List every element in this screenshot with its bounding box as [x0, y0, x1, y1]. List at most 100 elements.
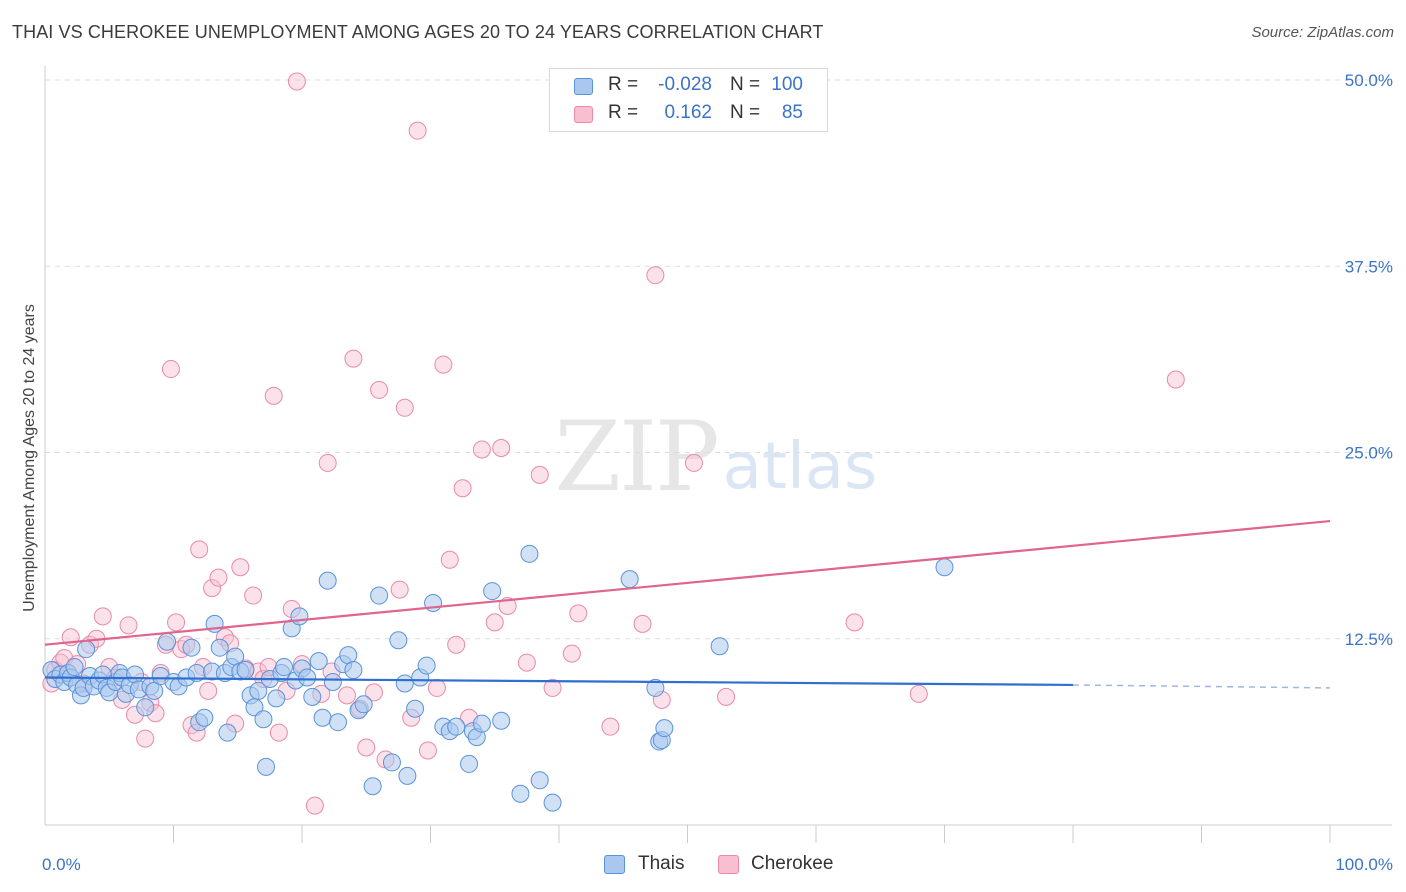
- thais-point: [511, 784, 530, 803]
- thais-point: [530, 771, 549, 790]
- x-tick-labels: 0.0% 100.0%: [42, 855, 1393, 874]
- cherokee-point: [408, 121, 427, 140]
- thais-point: [472, 714, 491, 733]
- cherokee-point: [845, 613, 864, 632]
- r-value: -0.028: [658, 74, 712, 95]
- thais-point: [363, 777, 382, 796]
- legend-row-thais: R = -0.028 N = 100: [550, 72, 827, 102]
- r-label: R =: [608, 102, 639, 123]
- cherokee-point: [136, 729, 155, 748]
- thais-point: [520, 544, 539, 563]
- cherokee-point: [517, 653, 536, 672]
- thais-point: [370, 586, 389, 605]
- thais-point: [406, 699, 425, 718]
- gridlines: [45, 79, 1392, 640]
- cherokee-point: [485, 613, 504, 632]
- thais-point: [65, 658, 84, 677]
- y-tick-label: 25.0%: [1345, 444, 1393, 463]
- thais-point: [492, 711, 511, 730]
- thais-trend-line: [44, 676, 1074, 687]
- axes: [44, 66, 1392, 826]
- watermark-zip: ZIP: [554, 401, 717, 513]
- thais-point: [318, 571, 337, 590]
- thais-point: [267, 689, 286, 708]
- thais-point: [389, 631, 408, 650]
- cherokee-point: [418, 741, 437, 760]
- thais-point: [417, 656, 436, 675]
- cherokee-point: [601, 717, 620, 736]
- cherokee-point: [231, 558, 250, 577]
- n-label: N =: [730, 102, 761, 123]
- y-tick-label: 50.0%: [1345, 71, 1393, 90]
- y-tick-label: 37.5%: [1345, 257, 1393, 276]
- cherokee-point: [269, 723, 288, 742]
- cherokee-point: [472, 440, 491, 459]
- thais-point: [398, 766, 417, 785]
- cherokee-point: [427, 678, 446, 697]
- thais-point: [257, 757, 276, 776]
- thais-point: [249, 681, 268, 700]
- thais-swatch: [574, 78, 593, 95]
- cherokee-point: [562, 644, 581, 663]
- cherokee-point: [337, 686, 356, 705]
- cherokee-point: [646, 266, 665, 285]
- thais-point: [275, 658, 294, 677]
- cherokee-point: [364, 683, 383, 702]
- thais-point: [646, 678, 665, 697]
- cherokee-point: [305, 796, 324, 815]
- thais-point: [309, 652, 328, 671]
- cherokee-point: [203, 579, 222, 598]
- thais-point: [195, 708, 214, 727]
- thais-point: [298, 668, 317, 687]
- x-tick-label-max: 100.0%: [1335, 855, 1393, 874]
- cherokee-point: [318, 453, 337, 472]
- thais-point: [935, 558, 954, 577]
- cherokee-point: [453, 479, 472, 498]
- cherokee-point: [244, 586, 263, 605]
- thais-point: [218, 723, 237, 742]
- thais-point: [483, 582, 502, 601]
- n-value: 85: [781, 102, 803, 123]
- thais-point: [344, 661, 363, 680]
- cherokee-point: [543, 678, 562, 697]
- thais-point: [710, 637, 729, 656]
- thais-trend-extension: [1072, 684, 1331, 689]
- thais-point: [328, 713, 347, 732]
- cherokee-point: [633, 614, 652, 633]
- x-tick-label-min: 0.0%: [42, 855, 81, 874]
- source-label: Source: ZipAtlas.com: [1251, 24, 1394, 41]
- cherokee-point: [209, 568, 228, 587]
- thais-point: [77, 640, 96, 659]
- thais-point: [303, 687, 322, 706]
- thais-point: [323, 672, 342, 691]
- watermark: ZIP atlas: [554, 401, 877, 513]
- n-value: 100: [771, 74, 803, 95]
- cherokee-point: [434, 355, 453, 374]
- r-value: 0.162: [664, 102, 712, 123]
- cherokee-point: [161, 360, 180, 379]
- legend-row-cherokee: R = 0.162 N = 85: [550, 100, 827, 130]
- cherokee-point: [447, 635, 466, 654]
- n-label: N =: [730, 74, 761, 95]
- legend-label: Cherokee: [751, 853, 834, 874]
- cherokee-point: [344, 349, 363, 368]
- thais-point: [620, 570, 639, 589]
- thais-point: [254, 710, 273, 729]
- thais-point: [210, 638, 229, 657]
- thais-point: [460, 754, 479, 773]
- legend-label: Thais: [638, 853, 685, 874]
- cherokee-point: [167, 613, 186, 632]
- thais-point: [447, 717, 466, 736]
- cherokee-point: [684, 453, 703, 472]
- y-tick-labels: 12.5% 25.0% 37.5% 50.0%: [1345, 71, 1393, 649]
- cherokee-point: [569, 604, 588, 623]
- cherokee-point: [440, 550, 459, 569]
- thais-point: [290, 607, 309, 626]
- cherokee-point: [190, 540, 209, 559]
- thais-point: [158, 632, 177, 651]
- cherokee-point: [119, 616, 138, 635]
- thais-point: [354, 695, 373, 714]
- cherokee-point: [492, 439, 511, 458]
- x-ticks: [173, 825, 1331, 843]
- cherokee-point: [395, 398, 414, 417]
